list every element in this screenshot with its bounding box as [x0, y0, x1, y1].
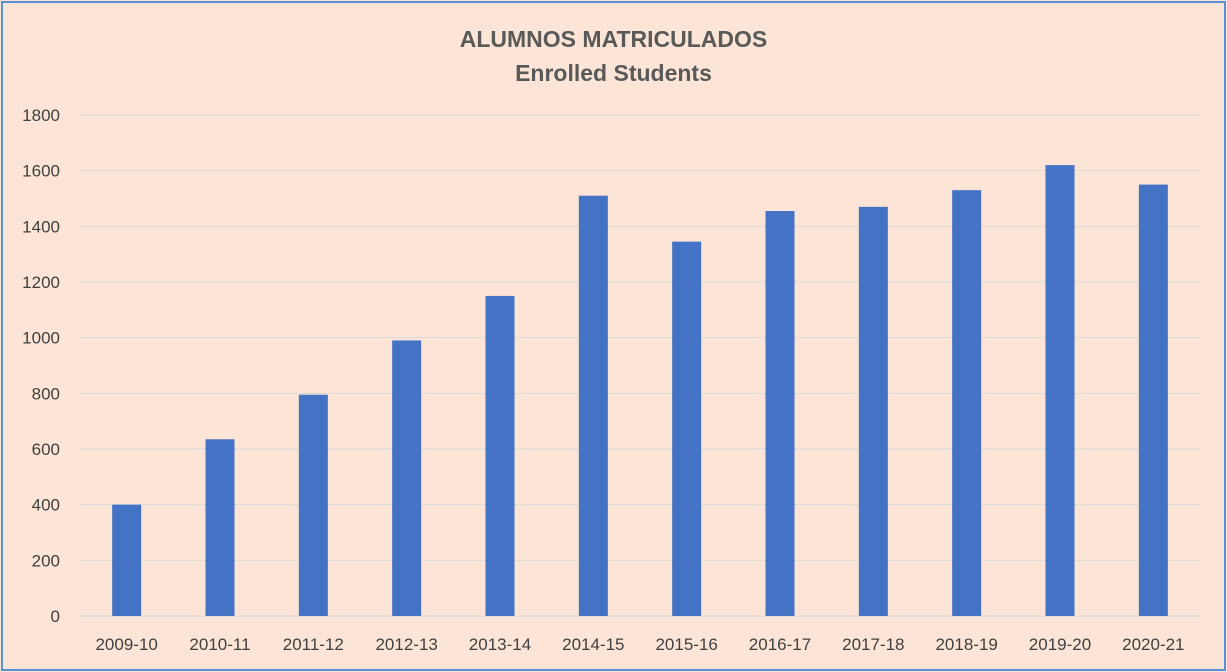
y-tick-label: 1800 [22, 106, 60, 125]
x-tick-label: 2019-20 [1029, 635, 1091, 654]
bar-2010-11 [205, 439, 235, 616]
bar-2016-17 [765, 211, 795, 616]
y-axis-tick-labels: 0 200 400 600 800 1000 1200 1400 1600 1800 [22, 106, 60, 626]
y-tick-label: 1600 [22, 162, 60, 181]
bar-2014-15 [578, 195, 608, 616]
y-tick-label: 0 [51, 607, 60, 626]
bar-2009-10 [112, 504, 142, 616]
chart-title: ALUMNOS MATRICULADOS [459, 26, 768, 52]
bar-2012-13 [392, 340, 422, 616]
y-tick-label: 200 [32, 551, 60, 570]
gridlines [80, 114, 1200, 617]
x-tick-label: 2016-17 [749, 635, 811, 654]
bar-2011-12 [298, 394, 328, 616]
x-tick-label: 2017-18 [842, 635, 904, 654]
x-tick-label: 2020-21 [1122, 635, 1184, 654]
y-tick-label: 1200 [22, 273, 60, 292]
bar-2020-21 [1138, 184, 1168, 617]
x-axis-tick-labels: 2009-10 2010-11 2011-12 2012-13 2013-14 2014-… [95, 635, 1184, 654]
x-tick-label: 2013-14 [469, 635, 531, 654]
x-tick-label: 2012-13 [375, 635, 437, 654]
y-tick-label: 1400 [22, 217, 60, 236]
bars [112, 165, 1168, 617]
bar-2015-16 [672, 241, 702, 616]
x-tick-label: 2014-15 [562, 635, 624, 654]
x-tick-label: 2010-11 [189, 635, 250, 654]
bar-2017-18 [858, 206, 888, 616]
y-tick-label: 600 [32, 440, 60, 459]
x-tick-label: 2015-16 [655, 635, 717, 654]
y-tick-label: 1000 [22, 329, 60, 348]
x-tick-label: 2009-10 [95, 635, 157, 654]
chart-subtitle: Enrolled Students [515, 60, 712, 86]
bar-2019-20 [1045, 165, 1075, 616]
y-tick-label: 400 [32, 496, 60, 515]
x-tick-label: 2018-19 [935, 635, 997, 654]
bar-2013-14 [485, 295, 515, 616]
y-tick-label: 800 [32, 384, 60, 403]
x-tick-label: 2011-12 [283, 635, 344, 654]
chart-title-block: ALUMNOS MATRICULADOS Enrolled Students [0, 22, 1227, 90]
bar-2018-19 [952, 190, 982, 616]
